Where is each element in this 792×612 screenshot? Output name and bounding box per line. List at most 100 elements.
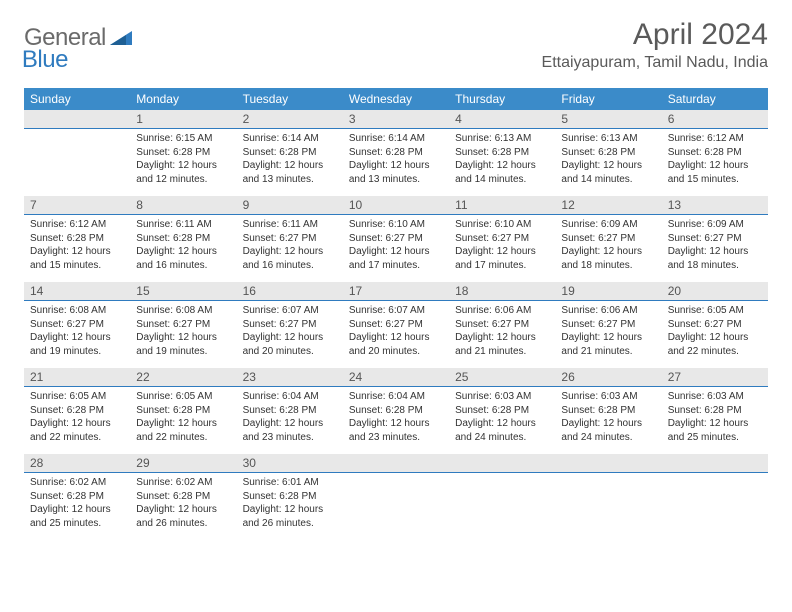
page: General April 2024 Ettaiyapuram, Tamil N… [0, 0, 792, 558]
day-number: 20 [662, 282, 768, 301]
sunset-text: Sunset: 6:27 PM [561, 318, 655, 332]
daylight-text: Daylight: 12 hours and 25 minutes. [30, 503, 124, 530]
sunset-text: Sunset: 6:27 PM [243, 318, 337, 332]
sunset-text: Sunset: 6:28 PM [561, 146, 655, 160]
day-data: Sunrise: 6:13 AMSunset: 6:28 PMDaylight:… [555, 129, 661, 190]
day-data: Sunrise: 6:04 AMSunset: 6:28 PMDaylight:… [237, 387, 343, 448]
calendar-cell: 21Sunrise: 6:05 AMSunset: 6:28 PMDayligh… [24, 368, 130, 454]
day-data: Sunrise: 6:05 AMSunset: 6:28 PMDaylight:… [130, 387, 236, 448]
sunset-text: Sunset: 6:28 PM [668, 404, 762, 418]
title-block: April 2024 Ettaiyapuram, Tamil Nadu, Ind… [542, 18, 768, 72]
daylight-text: Daylight: 12 hours and 22 minutes. [668, 331, 762, 358]
sunset-text: Sunset: 6:28 PM [455, 404, 549, 418]
sunrise-text: Sunrise: 6:03 AM [668, 390, 762, 404]
sunset-text: Sunset: 6:28 PM [349, 146, 443, 160]
daylight-text: Daylight: 12 hours and 22 minutes. [30, 417, 124, 444]
day-data: Sunrise: 6:06 AMSunset: 6:27 PMDaylight:… [555, 301, 661, 362]
sunset-text: Sunset: 6:27 PM [136, 318, 230, 332]
calendar-cell: 27Sunrise: 6:03 AMSunset: 6:28 PMDayligh… [662, 368, 768, 454]
sunrise-text: Sunrise: 6:09 AM [561, 218, 655, 232]
day-number: 21 [24, 368, 130, 387]
day-number: 17 [343, 282, 449, 301]
day-number-empty [343, 454, 449, 473]
day-number: 26 [555, 368, 661, 387]
sunrise-text: Sunrise: 6:15 AM [136, 132, 230, 146]
day-number: 18 [449, 282, 555, 301]
daylight-text: Daylight: 12 hours and 16 minutes. [136, 245, 230, 272]
daylight-text: Daylight: 12 hours and 23 minutes. [243, 417, 337, 444]
sunset-text: Sunset: 6:27 PM [349, 232, 443, 246]
weekday-header: Saturday [662, 88, 768, 110]
month-title: April 2024 [542, 18, 768, 52]
calendar-body: 1Sunrise: 6:15 AMSunset: 6:28 PMDaylight… [24, 110, 768, 540]
daylight-text: Daylight: 12 hours and 20 minutes. [349, 331, 443, 358]
weekday-header: Tuesday [237, 88, 343, 110]
day-data: Sunrise: 6:01 AMSunset: 6:28 PMDaylight:… [237, 473, 343, 534]
day-number: 30 [237, 454, 343, 473]
sunrise-text: Sunrise: 6:07 AM [349, 304, 443, 318]
day-number: 28 [24, 454, 130, 473]
sunrise-text: Sunrise: 6:14 AM [243, 132, 337, 146]
day-data: Sunrise: 6:10 AMSunset: 6:27 PMDaylight:… [343, 215, 449, 276]
calendar-cell: 22Sunrise: 6:05 AMSunset: 6:28 PMDayligh… [130, 368, 236, 454]
sunrise-text: Sunrise: 6:09 AM [668, 218, 762, 232]
calendar-cell: 4Sunrise: 6:13 AMSunset: 6:28 PMDaylight… [449, 110, 555, 196]
sunrise-text: Sunrise: 6:03 AM [455, 390, 549, 404]
sunset-text: Sunset: 6:27 PM [561, 232, 655, 246]
weekday-header: Monday [130, 88, 236, 110]
day-number: 9 [237, 196, 343, 215]
day-data: Sunrise: 6:09 AMSunset: 6:27 PMDaylight:… [555, 215, 661, 276]
daylight-text: Daylight: 12 hours and 16 minutes. [243, 245, 337, 272]
calendar-cell: 20Sunrise: 6:05 AMSunset: 6:27 PMDayligh… [662, 282, 768, 368]
sunset-text: Sunset: 6:27 PM [30, 318, 124, 332]
daylight-text: Daylight: 12 hours and 14 minutes. [455, 159, 549, 186]
sunset-text: Sunset: 6:28 PM [243, 404, 337, 418]
day-number: 14 [24, 282, 130, 301]
sunrise-text: Sunrise: 6:06 AM [455, 304, 549, 318]
calendar-cell: 19Sunrise: 6:06 AMSunset: 6:27 PMDayligh… [555, 282, 661, 368]
calendar-row: 7Sunrise: 6:12 AMSunset: 6:28 PMDaylight… [24, 196, 768, 282]
day-number: 3 [343, 110, 449, 129]
sunrise-text: Sunrise: 6:13 AM [561, 132, 655, 146]
day-number: 10 [343, 196, 449, 215]
day-data: Sunrise: 6:07 AMSunset: 6:27 PMDaylight:… [237, 301, 343, 362]
calendar-cell: 1Sunrise: 6:15 AMSunset: 6:28 PMDaylight… [130, 110, 236, 196]
calendar-cell: 5Sunrise: 6:13 AMSunset: 6:28 PMDaylight… [555, 110, 661, 196]
calendar-cell [449, 454, 555, 540]
sunrise-text: Sunrise: 6:11 AM [136, 218, 230, 232]
sunrise-text: Sunrise: 6:02 AM [136, 476, 230, 490]
logo-triangle-icon [110, 27, 132, 50]
sunrise-text: Sunrise: 6:04 AM [349, 390, 443, 404]
sunset-text: Sunset: 6:28 PM [136, 232, 230, 246]
sunset-text: Sunset: 6:28 PM [349, 404, 443, 418]
day-data: Sunrise: 6:02 AMSunset: 6:28 PMDaylight:… [130, 473, 236, 534]
sunrise-text: Sunrise: 6:11 AM [243, 218, 337, 232]
daylight-text: Daylight: 12 hours and 24 minutes. [455, 417, 549, 444]
day-number: 1 [130, 110, 236, 129]
day-data: Sunrise: 6:15 AMSunset: 6:28 PMDaylight:… [130, 129, 236, 190]
day-data: Sunrise: 6:03 AMSunset: 6:28 PMDaylight:… [662, 387, 768, 448]
weekday-header: Sunday [24, 88, 130, 110]
sunrise-text: Sunrise: 6:13 AM [455, 132, 549, 146]
daylight-text: Daylight: 12 hours and 15 minutes. [30, 245, 124, 272]
day-data: Sunrise: 6:05 AMSunset: 6:28 PMDaylight:… [24, 387, 130, 448]
calendar-cell: 14Sunrise: 6:08 AMSunset: 6:27 PMDayligh… [24, 282, 130, 368]
daylight-text: Daylight: 12 hours and 13 minutes. [243, 159, 337, 186]
sunset-text: Sunset: 6:27 PM [243, 232, 337, 246]
calendar-cell: 7Sunrise: 6:12 AMSunset: 6:28 PMDaylight… [24, 196, 130, 282]
calendar-cell: 30Sunrise: 6:01 AMSunset: 6:28 PMDayligh… [237, 454, 343, 540]
sunset-text: Sunset: 6:28 PM [455, 146, 549, 160]
day-data: Sunrise: 6:04 AMSunset: 6:28 PMDaylight:… [343, 387, 449, 448]
sunset-text: Sunset: 6:27 PM [349, 318, 443, 332]
location: Ettaiyapuram, Tamil Nadu, India [542, 54, 768, 72]
day-data: Sunrise: 6:12 AMSunset: 6:28 PMDaylight:… [24, 215, 130, 276]
day-number: 5 [555, 110, 661, 129]
calendar-cell: 25Sunrise: 6:03 AMSunset: 6:28 PMDayligh… [449, 368, 555, 454]
day-data: Sunrise: 6:11 AMSunset: 6:28 PMDaylight:… [130, 215, 236, 276]
calendar-cell: 26Sunrise: 6:03 AMSunset: 6:28 PMDayligh… [555, 368, 661, 454]
sunset-text: Sunset: 6:28 PM [136, 146, 230, 160]
sunset-text: Sunset: 6:28 PM [136, 404, 230, 418]
day-number-empty [449, 454, 555, 473]
weekday-header: Thursday [449, 88, 555, 110]
daylight-text: Daylight: 12 hours and 21 minutes. [561, 331, 655, 358]
